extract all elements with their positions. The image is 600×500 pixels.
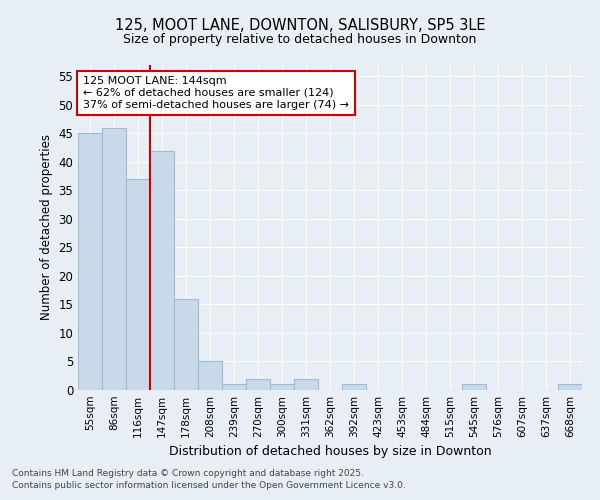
Bar (222, 384, 246, 390)
Bar (126, 179, 150, 390)
Bar (342, 384, 366, 390)
Bar (150, 150, 174, 390)
Text: Size of property relative to detached houses in Downton: Size of property relative to detached ho… (124, 32, 476, 46)
Bar (174, 299, 198, 390)
Text: Contains HM Land Registry data © Crown copyright and database right 2025.: Contains HM Land Registry data © Crown c… (12, 468, 364, 477)
Text: 125 MOOT LANE: 144sqm
← 62% of detached houses are smaller (124)
37% of semi-det: 125 MOOT LANE: 144sqm ← 62% of detached … (83, 76, 349, 110)
X-axis label: Distribution of detached houses by size in Downton: Distribution of detached houses by size … (169, 446, 491, 458)
Bar (294, 378, 318, 390)
Bar (198, 362, 222, 390)
Text: Contains public sector information licensed under the Open Government Licence v3: Contains public sector information licen… (12, 481, 406, 490)
Y-axis label: Number of detached properties: Number of detached properties (40, 134, 53, 320)
Bar (246, 378, 270, 390)
Bar (78, 134, 102, 390)
Bar (270, 384, 294, 390)
Bar (462, 384, 486, 390)
Text: 125, MOOT LANE, DOWNTON, SALISBURY, SP5 3LE: 125, MOOT LANE, DOWNTON, SALISBURY, SP5 … (115, 18, 485, 32)
Bar (558, 384, 582, 390)
Bar (102, 128, 126, 390)
